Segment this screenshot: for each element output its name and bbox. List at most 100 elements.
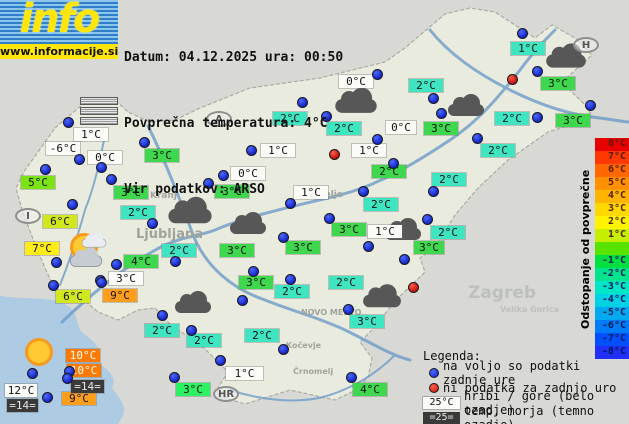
station-dot-available [297,97,308,108]
dark-box-sample: =25= [423,412,460,424]
temp-label: 2°C [432,173,466,186]
temp-label: 9°C [103,289,137,302]
temp-label: 2°C [495,112,529,125]
station-dot-available [388,158,399,169]
city-label: Ljubljana [136,227,204,242]
city-label: Zagreb [468,283,537,303]
scale-band: 6°C [595,164,629,177]
cloud-icon [335,87,377,113]
temp-label: 2°C [431,226,465,239]
station-dot-missing [408,282,419,293]
cloud-icon [168,196,212,224]
header-date: Datum: 04.12.2025 ura: 00:50 [124,50,344,65]
red-dot-icon [429,383,439,393]
scale-band: -2°C [595,268,629,281]
station-dot-available [472,133,483,144]
cloud-icon [546,43,586,68]
temp-label: 0°C [386,121,416,134]
white-box-sample: 25°C [423,397,460,409]
temp-label: 3°C [556,114,590,127]
temp-label: 3°C [541,77,575,90]
cloud-icon [230,212,266,234]
city-label: Črnomelj [293,367,334,376]
temp-label: 3°C [424,122,458,135]
city-label: NOVO MESTO [301,308,362,317]
station-dot-available [48,280,59,291]
station-dot-available [343,304,354,315]
country-sign-a: A [206,111,232,127]
station-dot-available [74,154,85,165]
station-dot-available [139,137,150,148]
legend-title: Legenda: [423,349,481,363]
temp-label: 5°C [21,176,55,189]
scale-band: -4°C [595,294,629,307]
temp-label: 1°C [74,128,108,141]
station-dot-available [532,112,543,123]
city-label: Kočevje [286,341,322,350]
temp-label: 3°C [350,315,384,328]
blue-dot-icon [429,368,439,378]
station-dot-available [42,392,53,403]
city-label: Kranj [150,191,177,201]
station-dot-available [157,310,168,321]
station-dot-available [40,164,51,175]
scale-band: 3°C [595,203,629,216]
temp-label: 0°C [231,167,265,180]
station-dot-available [63,117,74,128]
station-dot-available [278,232,289,243]
temp-label: 3°C [220,244,254,257]
legend: Legenda: na voljo so podatki zadnje ure n… [423,349,629,424]
temp-label: 9°C [62,392,96,405]
station-dot-missing [329,149,340,160]
station-dot-available [324,213,335,224]
station-dot-available [147,218,158,229]
station-dot-available [96,277,107,288]
logo-link[interactable]: info www.informacije.si [0,0,118,59]
fog-icon [80,97,118,127]
temp-label: 10°C [66,349,100,362]
station-dot-available [203,178,214,189]
cloud-icon [363,284,401,308]
temp-label: 3°C [332,223,366,236]
station-dot-available [321,111,332,122]
temp-label: 1°C [226,367,263,380]
temp-label: 1°C [294,186,328,199]
station-dot-available [62,373,73,384]
station-dot-available [248,266,259,277]
map-header: Datum: 04.12.2025 ura: 00:50 Povprečna t… [124,3,343,245]
legend-item-text: ni podatka za zadnjo uro [443,381,617,395]
legend-item: =25= temp. morja (temno ozadje) [423,404,629,424]
temp-label: 1°C [261,144,295,157]
temp-label: 4°C [124,255,158,268]
station-dot-available [372,134,383,145]
scale-band: -3°C [595,281,629,294]
station-dot-available [422,214,433,225]
logo-brand: info [19,0,100,42]
station-dot-available [372,69,383,80]
temp-label: 3°C [145,149,179,162]
station-dot-available [363,241,374,252]
temp-label: 2°C [245,329,279,342]
temp-label: 3°C [215,185,249,198]
station-dot-available [67,199,78,210]
station-dot-available [585,100,596,111]
temp-label: 2°C [327,122,361,135]
temp-label: 2°C [273,112,307,125]
legend-item: 25°C hribi / gore (belo ozadje) [423,389,629,417]
scale-band: -6°C [595,320,629,333]
legend-item-text: temp. morja (temno ozadje) [464,404,595,424]
header-data-source: Vir podatkov: ARSO [124,182,265,197]
temp-label: 3°C [114,186,148,199]
scale-band: 5°C [595,177,629,190]
station-dot-available [96,162,107,173]
temp-label: 10°C [67,364,101,377]
temp-label: 7°C [25,242,59,255]
cloud-icon [82,232,106,247]
temp-label: 2°C [145,324,179,337]
legend-item: ni podatka za zadnjo uro [423,381,629,395]
station-dot-available [106,174,117,185]
temp-label: 2°C [329,276,363,289]
country-sign-h: H [573,37,599,53]
temp-label: 0°C [339,75,373,88]
